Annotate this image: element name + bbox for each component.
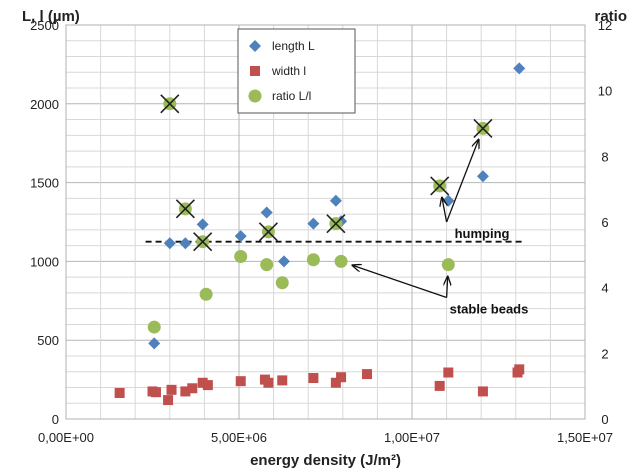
ratio-data-point [234,249,248,263]
annotation-arrow [352,265,447,299]
x-tick-label: 5,00E+06 [211,430,267,445]
left-y-tick-label: 500 [37,333,59,348]
width-data-point [336,372,347,383]
width-data-point [150,387,161,398]
legend-label: ratio L/l [272,89,311,103]
data-points [114,62,526,406]
length-data-point [329,194,342,207]
width-data-point [202,380,213,391]
right-y-tick-label: 10 [598,84,612,99]
x-tick-label: 0,00E+00 [38,430,94,445]
length-data-point [148,337,161,350]
right-y-tick-label: 0 [601,412,608,427]
width-data-point [235,376,246,387]
axis-ticks: 0,00E+00 5,00E+06 1,00E+07 1,50E+07 0 500 1000… [30,18,613,445]
legend-label: width l [271,64,306,78]
plot-area-frame [65,24,586,420]
legend-diamond-marker [249,40,261,52]
length-data-point [442,194,455,207]
length-data-point [476,170,489,183]
left-y-tick-label: 1000 [30,254,59,269]
humping-cross-mark [473,118,493,138]
legend-square-marker [250,66,260,76]
width-data-point [514,364,525,375]
width-data-point [277,375,288,386]
x-axis-title: energy density (J/m²) [250,452,401,469]
left-axis-title: L, l (µm) [22,8,80,25]
annotation-arrow [442,198,447,223]
length-data-point [163,237,176,250]
width-data-point [434,380,445,391]
ratio-data-point [199,287,213,301]
ratio-data-point [260,258,274,272]
right-y-tick-label: 2 [601,346,608,361]
right-y-tick-label: 12 [598,18,612,33]
ratio-data-point [441,258,455,272]
width-data-point [180,386,191,397]
legend-label: length L [272,39,315,53]
right-y-tick-label: 8 [601,149,608,164]
width-data-point [263,377,274,388]
length-data-point [179,237,192,250]
length-data-point [260,206,273,219]
right-axis-title: ratio [594,8,627,25]
humping-cross-mark [258,222,278,242]
width-data-point [477,386,488,397]
width-data-point [308,373,319,384]
width-data-point [114,387,125,398]
width-data-point [362,369,373,380]
humping-cross-mark [326,214,346,234]
legend-circle-marker [248,89,262,103]
width-data-point [187,383,198,394]
width-data-point [330,377,341,388]
humping-cross-mark [160,94,180,114]
ratio-data-point [334,254,348,268]
humping-cross-mark [175,199,195,219]
legend: length L width l ratio L/l [237,28,356,114]
ratio-data-point [275,276,289,290]
length-data-point [307,217,320,230]
width-data-point [443,367,454,378]
stable-beads-label: stable beads [450,302,529,317]
width-data-point [166,384,177,395]
left-y-tick-label: 2000 [30,97,59,112]
right-y-tick-label: 6 [601,215,608,230]
annotation-arrow [445,140,479,223]
width-data-point [163,395,174,406]
x-tick-label: 1,50E+07 [557,430,613,445]
width-data-point [197,377,208,388]
length-data-point [277,255,290,268]
humping-cross-mark [430,176,450,196]
left-y-tick-label: 1500 [30,176,59,191]
left-y-tick-label: 0 [52,412,59,427]
length-data-point [234,230,247,243]
x-tick-label: 1,00E+07 [384,430,440,445]
humping-cross-mark [193,232,213,252]
length-data-point [513,62,526,75]
right-y-tick-label: 4 [601,281,608,296]
annotations: humping stable beads [352,140,528,317]
humping-label: humping [455,226,510,241]
annotation-arrow [447,277,448,298]
length-data-point [196,218,209,231]
ratio-data-point [147,320,161,334]
left-y-tick-label: 2500 [30,18,59,33]
ratio-data-point [306,253,320,267]
